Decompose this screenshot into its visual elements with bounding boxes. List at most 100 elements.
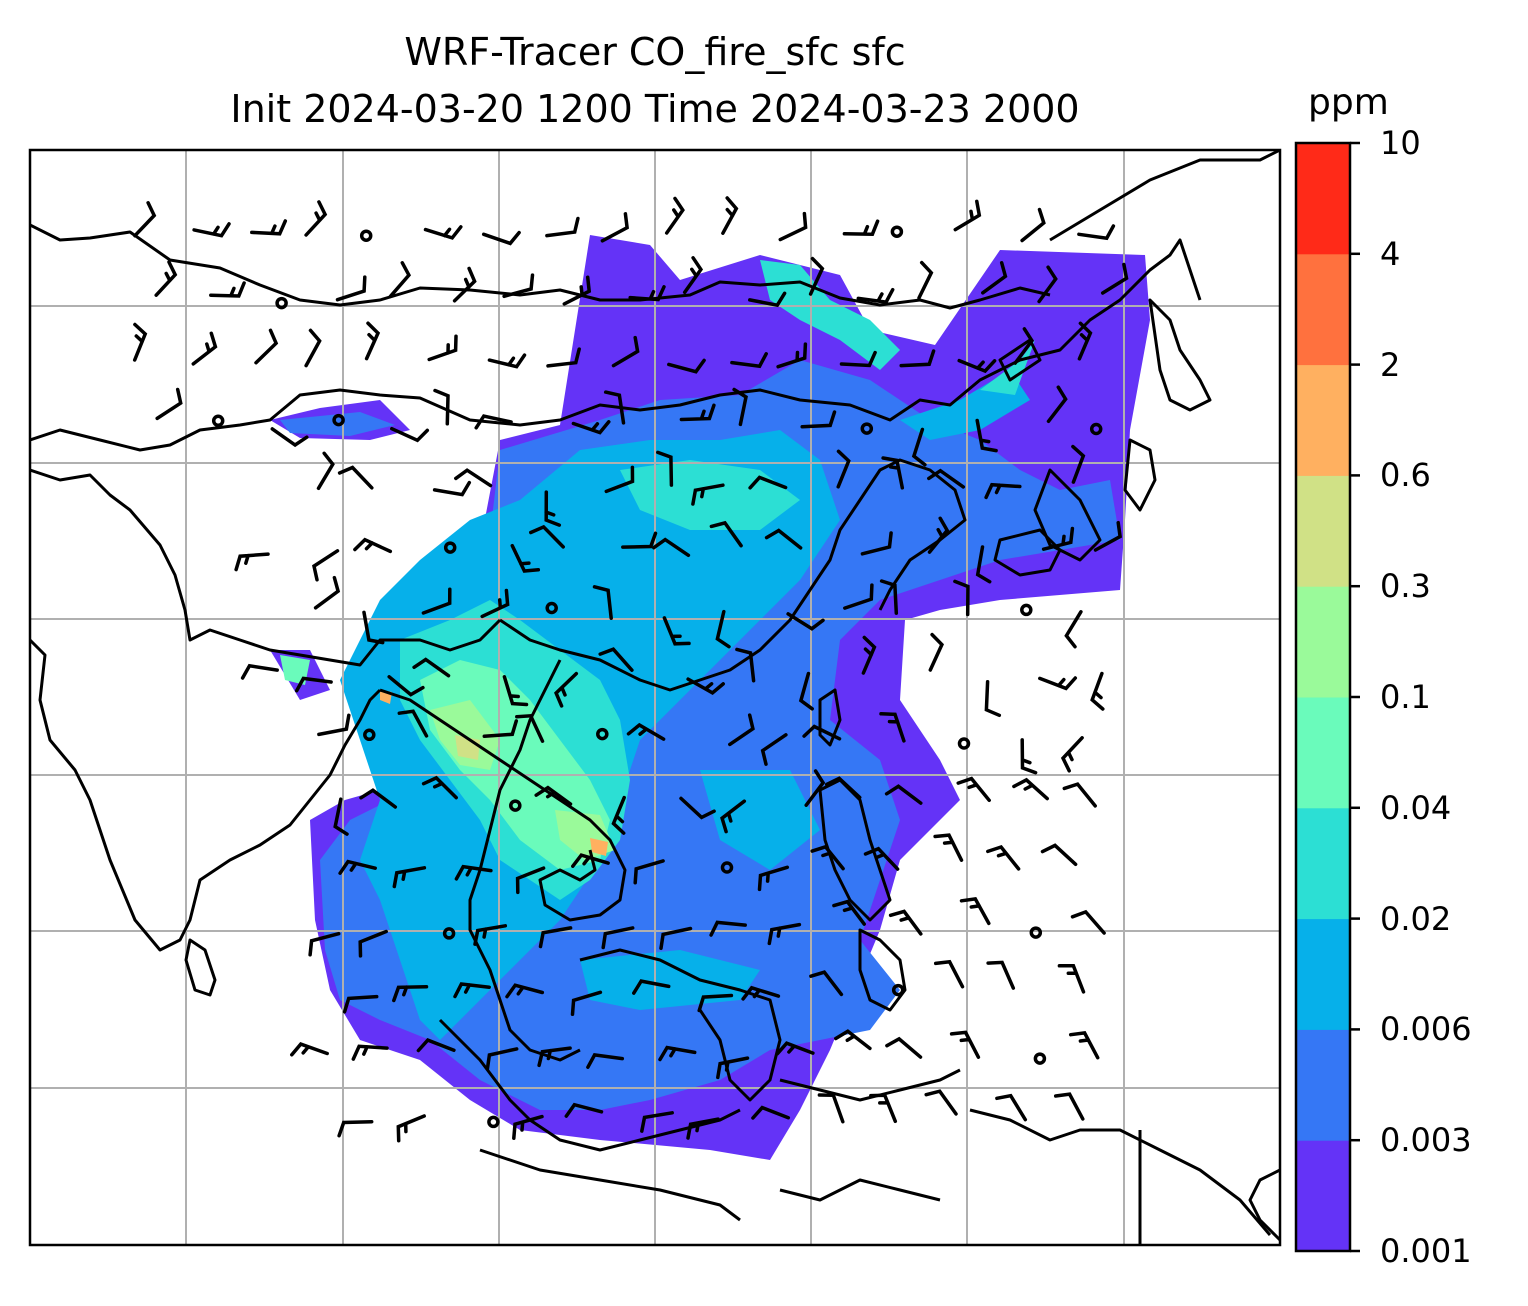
- wind-barb: [802, 724, 842, 741]
- wind-barb: [601, 926, 635, 950]
- wind-barb: [611, 335, 640, 368]
- wind-barb: [155, 387, 183, 421]
- colorbar-tick-label: 0.001: [1380, 1232, 1472, 1270]
- wind-barb: [899, 349, 936, 368]
- wind-barb: [667, 358, 706, 374]
- wind-barb: [1037, 265, 1058, 304]
- wind-barb: [1077, 321, 1093, 361]
- wind-barb: [452, 266, 477, 303]
- wind-barb: [1020, 207, 1046, 243]
- wind-barb: [1090, 671, 1105, 711]
- wind-barb: [656, 450, 674, 487]
- wind-barb: [133, 201, 157, 238]
- field-level-4: [620, 460, 800, 530]
- wind-calm-marker: [720, 861, 734, 874]
- wind-barb: [335, 275, 367, 302]
- colorbar-segment: [1296, 918, 1350, 1030]
- wind-barb: [473, 924, 508, 946]
- wind-barb: [564, 1102, 604, 1118]
- wind-barb: [416, 1038, 456, 1053]
- wind-barb: [364, 321, 381, 361]
- colorbar-segment: [1296, 586, 1350, 698]
- co-concentration-field: [270, 235, 1150, 1160]
- wind-barb: [697, 993, 734, 1013]
- wind-barb: [538, 926, 573, 949]
- wind-barb: [603, 390, 626, 425]
- wind-calm-marker: [891, 983, 905, 997]
- field-level-3: [700, 770, 820, 870]
- wind-barb: [338, 859, 377, 875]
- wind-barb: [502, 273, 535, 299]
- wind-barb: [640, 1111, 674, 1133]
- wind-calm-marker: [860, 422, 874, 435]
- wind-barb: [317, 713, 351, 737]
- wind-barb: [502, 675, 529, 707]
- colorbar-segment: [1296, 807, 1350, 920]
- wind-barb: [485, 1047, 519, 1071]
- wind-barb: [957, 358, 997, 374]
- wind-barb: [832, 899, 866, 926]
- wind-barb: [632, 979, 671, 995]
- wind-calm-marker: [363, 728, 376, 742]
- colorbar-segment: [1296, 697, 1350, 809]
- wind-barb: [1062, 782, 1097, 808]
- wind-barb: [1100, 262, 1129, 295]
- wind-barb: [604, 465, 635, 494]
- wind-barb: [1038, 676, 1078, 691]
- wind-barb: [664, 196, 685, 235]
- wind-barb: [388, 261, 412, 299]
- wind-barb: [861, 635, 877, 675]
- wind-barb: [1093, 520, 1122, 552]
- wind-calm-marker: [957, 737, 971, 750]
- wind-barb: [571, 420, 611, 435]
- wind-barb: [427, 334, 458, 362]
- wind-barb: [888, 909, 923, 936]
- wind-barb: [132, 322, 148, 362]
- wind-barb: [544, 490, 562, 527]
- wind-barb: [515, 866, 546, 895]
- wind-barb: [881, 456, 905, 490]
- wind-barb: [353, 537, 393, 554]
- wind-barb: [421, 775, 458, 800]
- wind-barb: [956, 776, 991, 803]
- map-gridlines: [30, 150, 1280, 1245]
- wind-barb: [1020, 738, 1038, 775]
- wind-barb: [1060, 736, 1084, 773]
- wind-barb: [757, 865, 790, 892]
- colorbar-tick-label: 0.003: [1380, 1121, 1472, 1160]
- wind-barb: [351, 1044, 389, 1061]
- colorbar-tick-label: 4: [1380, 234, 1401, 273]
- wind-barb: [879, 579, 899, 615]
- wind-barb: [995, 1093, 1028, 1122]
- wind-barb: [804, 769, 826, 807]
- wind-barb: [423, 225, 463, 240]
- wind-barb: [313, 575, 341, 610]
- wind-barb: [709, 920, 747, 937]
- wind-barb: [1068, 1031, 1100, 1060]
- wind-calm-marker: [442, 927, 456, 940]
- wind-barb: [927, 516, 950, 554]
- colorbar-segment: [1296, 1140, 1350, 1252]
- wind-barb: [808, 256, 825, 296]
- wind-barb: [621, 531, 658, 549]
- field-level-8: [590, 838, 608, 856]
- field-level-5: [280, 655, 310, 685]
- wind-barb: [716, 1056, 750, 1080]
- wind-barb: [209, 281, 246, 298]
- wind-barb: [975, 418, 998, 453]
- wind-barb: [836, 449, 851, 489]
- wind-barb: [1057, 963, 1086, 994]
- wind-barb: [764, 528, 803, 550]
- wind-barb: [537, 1046, 572, 1068]
- wind-barb: [839, 350, 877, 368]
- colorbar-segment: [1296, 143, 1350, 255]
- wind-barb: [412, 657, 451, 678]
- wind-barb: [928, 632, 944, 672]
- wind-barb: [911, 427, 927, 467]
- wind-barb: [860, 531, 893, 556]
- wind-barb: [748, 291, 787, 308]
- wind-barb: [240, 663, 279, 680]
- wind-calm-marker: [890, 225, 904, 238]
- wind-barb: [767, 922, 802, 946]
- field-level-4: [980, 340, 1035, 395]
